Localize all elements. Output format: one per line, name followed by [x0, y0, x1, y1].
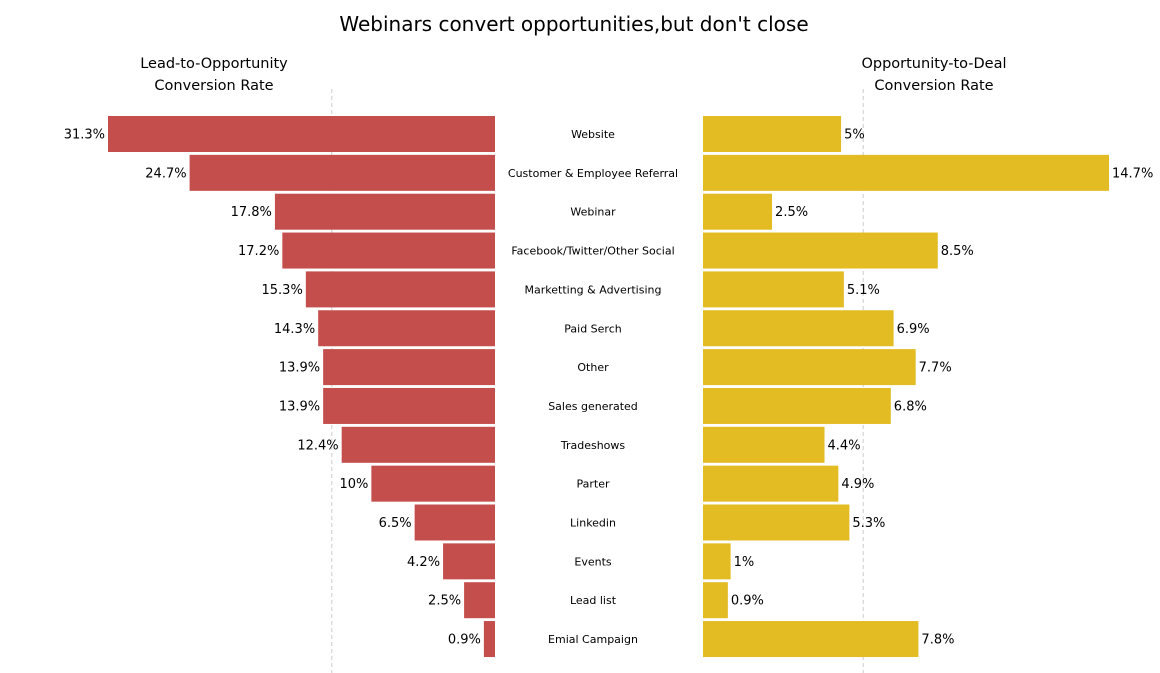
left-bar-value-label: 14.3% — [274, 322, 315, 337]
left-bar-value-label: 12.4% — [297, 438, 338, 453]
right-bar-value-label: 0.9% — [731, 594, 764, 609]
left-bar-value-label: 2.5% — [428, 594, 461, 609]
right-bar — [703, 426, 825, 463]
right-panel-title-line2: Conversion Rate — [874, 78, 993, 94]
category-label: Paid Serch — [564, 322, 621, 335]
right-bar — [703, 465, 839, 502]
category-label: Linkedin — [570, 517, 616, 530]
right-bars: 5% 14.7% 2.5% 8.5% 5.1% 6.9% 7.7% 6.8% 4.4% 4.9% 5… — [703, 116, 1153, 658]
right-bar — [703, 387, 891, 424]
right-bar-value-label: 8.5% — [941, 244, 974, 259]
right-bar — [703, 193, 773, 230]
category-label: Other — [577, 361, 609, 374]
right-bar-value-label: 2.5% — [775, 205, 808, 220]
right-bar-value-label: 5.1% — [847, 283, 880, 298]
right-bar-value-label: 5.3% — [852, 516, 885, 531]
category-label: Tradeshows — [560, 439, 626, 452]
right-bar-value-label: 4.9% — [841, 477, 874, 492]
right-bar — [703, 271, 844, 308]
left-panel-title-line1: Lead-to-Opportunity — [140, 56, 288, 72]
category-label: Marketting & Advertising — [525, 283, 662, 296]
left-bar-value-label: 17.2% — [238, 244, 279, 259]
left-bar-value-label: 4.2% — [407, 555, 440, 570]
left-bar — [483, 621, 495, 658]
category-label: Sales generated — [548, 400, 638, 413]
right-bar-value-label: 4.4% — [828, 438, 861, 453]
left-bar — [318, 310, 495, 347]
right-bar — [703, 543, 731, 580]
category-label: Facebook/Twitter/Other Social — [511, 245, 674, 258]
right-bar — [703, 116, 842, 152]
left-bar — [108, 116, 495, 152]
left-bar-value-label: 13.9% — [279, 361, 320, 376]
right-bar-value-label: 1% — [734, 555, 755, 570]
right-bar — [703, 621, 919, 658]
right-bar — [703, 310, 894, 347]
right-bar — [703, 582, 728, 619]
category-label: Emial Campaign — [548, 633, 638, 646]
right-bar-value-label: 7.8% — [921, 633, 954, 648]
chart-title: Webinars convert opportunities,but don't… — [339, 12, 808, 36]
left-bar — [341, 426, 495, 463]
left-panel-title-line2: Conversion Rate — [154, 78, 273, 94]
left-bar-value-label: 6.5% — [379, 516, 412, 531]
left-bar — [323, 349, 495, 386]
right-bar — [703, 349, 916, 386]
left-bar — [282, 232, 495, 269]
left-bar-value-label: 15.3% — [262, 283, 303, 298]
category-label: Website — [571, 128, 615, 141]
left-bar-value-label: 24.7% — [145, 166, 186, 181]
right-bar-value-label: 14.7% — [1112, 166, 1153, 181]
category-label: Customer & Employee Referral — [508, 167, 678, 180]
left-bar — [305, 271, 495, 308]
left-bar-value-label: 0.9% — [448, 633, 481, 648]
right-panel-title-line1: Opportunity-to-Deal — [861, 56, 1006, 72]
right-bar-value-label: 5% — [844, 128, 865, 143]
category-label: Parter — [576, 478, 609, 491]
right-bar-value-label: 6.8% — [894, 399, 927, 414]
left-bar — [371, 465, 495, 502]
left-bar — [443, 543, 495, 580]
right-bar-value-label: 6.9% — [897, 322, 930, 337]
left-bar-value-label: 10% — [339, 477, 368, 492]
right-bar — [703, 154, 1109, 191]
right-bar — [703, 504, 850, 541]
left-bars: 31.3% 24.7% 17.8% 17.2% 15.3% 14.3% 13.9% 13.9%… — [64, 116, 496, 658]
category-label: Lead list — [570, 594, 617, 607]
left-bar-value-label: 17.8% — [231, 205, 272, 220]
category-labels: Website Customer & Employee Referral Webin… — [508, 128, 678, 646]
left-bar — [189, 154, 496, 191]
right-bar-value-label: 7.7% — [919, 361, 952, 376]
left-bar-value-label: 13.9% — [279, 399, 320, 414]
category-label: Webinar — [570, 206, 616, 219]
left-bar — [323, 387, 495, 424]
category-label: Events — [574, 555, 612, 568]
left-bar — [464, 582, 495, 619]
left-bar — [274, 193, 495, 230]
right-bar — [703, 232, 938, 269]
reference-lines — [331, 89, 864, 673]
left-bar — [414, 504, 495, 541]
left-bar-value-label: 31.3% — [64, 128, 105, 143]
